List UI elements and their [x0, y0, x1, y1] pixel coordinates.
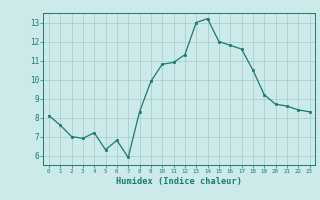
X-axis label: Humidex (Indice chaleur): Humidex (Indice chaleur) [116, 177, 242, 186]
